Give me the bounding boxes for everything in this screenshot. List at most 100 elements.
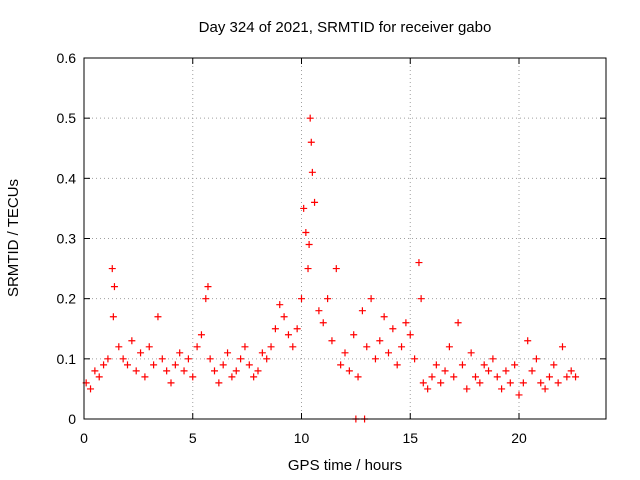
data-point [132, 367, 140, 375]
data-point [124, 361, 131, 369]
data-point [319, 319, 327, 327]
data-point [189, 373, 197, 381]
data-point [567, 367, 575, 375]
data-point [110, 283, 118, 291]
data-point [350, 331, 358, 339]
data-point [258, 349, 266, 357]
data-point [424, 385, 432, 393]
data-point [211, 367, 218, 375]
chart-title: Day 324 of 2021, SRMTID for receiver gab… [199, 19, 492, 36]
data-point [432, 361, 440, 369]
data-point [554, 379, 562, 387]
data-point [150, 361, 158, 369]
data-point [87, 385, 95, 393]
data-point [389, 325, 397, 333]
data-point [398, 343, 406, 351]
data-point [489, 355, 497, 363]
data-point [415, 259, 423, 267]
data-point [176, 349, 184, 357]
data-point [572, 373, 580, 381]
data-point [95, 373, 103, 381]
data-point [154, 313, 162, 321]
data-point [393, 361, 401, 369]
data-point [417, 295, 425, 303]
data-point [267, 343, 275, 351]
data-point [493, 373, 501, 381]
data-point [308, 168, 316, 176]
data-point [276, 301, 284, 309]
data-point [463, 385, 471, 393]
data-point [184, 355, 192, 363]
data-point [498, 385, 506, 393]
data-point [306, 114, 314, 122]
data-point [376, 337, 384, 345]
data-point [472, 373, 479, 381]
data-point [454, 319, 462, 327]
data-point [158, 355, 166, 363]
data-point [232, 367, 240, 375]
data-point [528, 367, 536, 375]
data-point [237, 355, 245, 363]
data-point [437, 379, 445, 387]
data-point [441, 367, 449, 375]
data-point [293, 325, 301, 333]
data-point [119, 355, 127, 363]
data-point [450, 373, 458, 381]
data-point [458, 361, 466, 369]
x-tick-label: 20 [511, 430, 527, 446]
y-tick-label: 0.2 [57, 291, 77, 307]
data-point [524, 337, 532, 345]
data-point [304, 265, 312, 273]
data-point [298, 295, 305, 303]
data-point [515, 391, 523, 399]
data-point [511, 361, 519, 369]
data-point [411, 355, 419, 363]
data-point [171, 361, 179, 369]
data-point [300, 204, 308, 212]
data-point [219, 361, 227, 369]
x-axis-title: GPS time / hours [288, 457, 402, 474]
data-point [367, 295, 375, 303]
data-point [280, 313, 288, 321]
y-tick-label: 0.6 [57, 50, 77, 66]
grid [84, 58, 606, 419]
data-point [145, 343, 153, 351]
data-point [91, 367, 99, 375]
y-tick-label: 0.3 [57, 231, 77, 247]
data-point [563, 373, 571, 381]
data-markers [82, 114, 580, 423]
data-point [163, 367, 171, 375]
data-point [311, 198, 319, 206]
data-point [141, 373, 149, 381]
data-point [224, 349, 232, 357]
data-point [380, 313, 388, 321]
data-point [328, 337, 336, 345]
data-point [108, 265, 116, 273]
data-point [406, 331, 414, 339]
data-point [202, 295, 210, 303]
data-point [363, 343, 371, 351]
y-axis-title: SRMTID / TECUs [5, 179, 22, 297]
data-point [345, 367, 353, 375]
data-point [250, 373, 258, 381]
data-point [502, 367, 510, 375]
y-tick-label: 0.4 [57, 170, 77, 186]
data-point [137, 349, 145, 357]
data-point [128, 337, 136, 345]
data-point [204, 283, 212, 291]
data-point [302, 228, 310, 236]
data-point [284, 331, 292, 339]
data-point [341, 349, 349, 357]
ticks: 0 0.1 0.2 0.3 0.4 0.5 0.6 0 5 10 15 20 [57, 50, 606, 446]
data-point [358, 307, 366, 315]
data-point [485, 367, 493, 375]
data-point [550, 361, 558, 369]
data-point [354, 373, 362, 381]
data-point [559, 343, 566, 351]
data-point [167, 379, 175, 387]
data-point [115, 343, 123, 351]
data-point [428, 373, 436, 381]
data-point [324, 295, 332, 303]
y-tick-label: 0.5 [57, 110, 77, 126]
